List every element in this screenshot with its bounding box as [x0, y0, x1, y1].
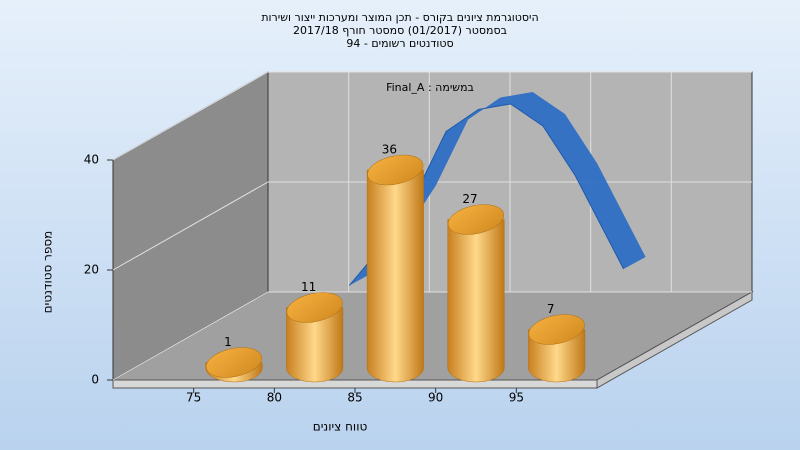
value-label: 7 [547, 302, 555, 316]
x-tick-label: 95 [509, 391, 524, 405]
value-label: 1 [224, 335, 232, 349]
x-tick-label: 90 [428, 391, 443, 405]
y-tick-label: 40 [84, 153, 99, 167]
bar-top [286, 292, 343, 323]
bar-top [528, 314, 585, 345]
y-axis-label: מספר סטודנטים [41, 231, 55, 314]
value-label: 36 [382, 143, 397, 157]
bar-body [366, 169, 424, 383]
bar [447, 204, 505, 383]
bar-body [286, 307, 344, 383]
bar-top [447, 204, 505, 235]
bar-top [205, 347, 263, 378]
annotation: Final_A : במשימה [386, 81, 474, 94]
bar [366, 154, 424, 383]
x-tick-label: 85 [347, 391, 362, 405]
bar-body [447, 219, 505, 383]
bar [528, 314, 586, 383]
curve-ribbon [349, 92, 646, 286]
bar [205, 347, 263, 383]
y-tick-label: 0 [91, 373, 99, 387]
title-line: בסמסטר (01/2017) סמסטר חורף 2017/18 [293, 24, 507, 37]
title-line: היסטוגרמת ציונים בקורס - תכן המוצר ומערכ… [261, 11, 538, 24]
value-label: 11 [301, 280, 316, 294]
x-tick-label: 80 [267, 391, 282, 405]
floor-edge [112, 379, 598, 389]
x-axis-label: טווח ציונים [313, 420, 368, 434]
bar [286, 292, 344, 383]
value-label: 27 [462, 192, 477, 206]
bar-top [367, 154, 424, 186]
y-tick-label: 20 [84, 263, 99, 277]
title-line: סטודנטים רשומים - 94 [346, 37, 453, 50]
x-tick-label: 75 [186, 391, 201, 405]
